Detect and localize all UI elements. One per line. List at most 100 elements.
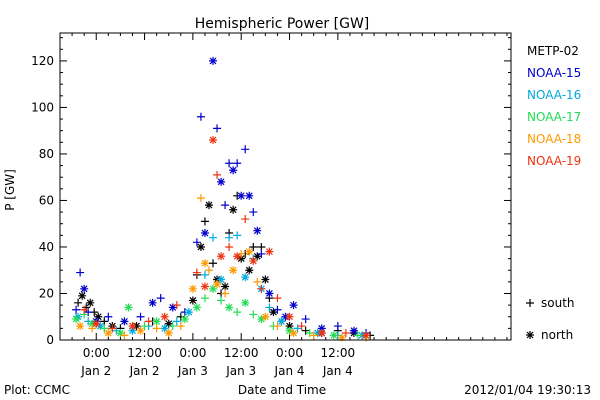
x-tick-time-label: 0:00 xyxy=(276,346,303,360)
north-point xyxy=(285,322,294,331)
south-point xyxy=(100,317,109,326)
south-point xyxy=(341,329,350,338)
x-tick-date-label: Jan 2 xyxy=(80,364,111,378)
south-point xyxy=(233,159,242,168)
legend-entry-noaa-19: NOAA-19 xyxy=(527,154,581,168)
north-point xyxy=(257,315,266,324)
north-point xyxy=(329,331,338,340)
north-point xyxy=(241,298,250,307)
legend: METP-02 NOAA-15 NOAA-16 NOAA-17 NOAA-18 NOAA-… xyxy=(527,44,581,168)
north-point xyxy=(249,256,258,265)
south-point xyxy=(221,201,230,210)
south-point xyxy=(353,331,362,340)
south-point xyxy=(156,294,165,303)
north-point xyxy=(253,252,262,261)
north-point xyxy=(213,275,222,284)
north-point xyxy=(128,322,137,331)
north-point xyxy=(269,308,278,317)
north-point xyxy=(281,312,290,321)
north-point xyxy=(241,273,250,282)
north-point xyxy=(313,329,322,338)
south-point xyxy=(249,208,258,217)
y-tick-label: 120 xyxy=(31,54,54,68)
south-point xyxy=(172,301,181,310)
north-point xyxy=(277,317,286,326)
north-point xyxy=(164,329,173,338)
south-point xyxy=(209,233,218,242)
north-point xyxy=(237,191,246,200)
south-point xyxy=(76,268,85,277)
series-metp-02 xyxy=(74,191,375,340)
north-point xyxy=(265,247,274,256)
north-point xyxy=(285,312,294,321)
north-point xyxy=(196,242,205,251)
marker-legend-label: north xyxy=(541,328,573,342)
south-point xyxy=(136,312,145,321)
south-point xyxy=(196,112,205,121)
south-point xyxy=(72,305,81,314)
north-point xyxy=(200,229,209,238)
y-tick-label: 20 xyxy=(39,286,54,300)
x-tick-date-label: Jan 3 xyxy=(177,364,208,378)
south-point xyxy=(233,231,242,240)
marker-legend: south north xyxy=(526,296,575,342)
south-point xyxy=(144,317,153,326)
north-point xyxy=(317,324,326,333)
south-point xyxy=(196,194,205,203)
south-point xyxy=(273,305,282,314)
south-point xyxy=(305,329,314,338)
plot-credit: Plot: CCMC xyxy=(4,383,70,397)
south-point xyxy=(273,294,282,303)
south-point xyxy=(140,322,149,331)
south-point xyxy=(257,249,266,258)
north-point xyxy=(188,296,197,305)
north-point xyxy=(245,247,254,256)
south-point xyxy=(176,312,185,321)
north-point xyxy=(180,315,189,324)
legend-entry-noaa-15: NOAA-15 xyxy=(527,66,581,80)
series-noaa-19 xyxy=(80,135,371,340)
north-point xyxy=(349,326,358,335)
north-point xyxy=(237,254,246,263)
south-point xyxy=(200,270,209,279)
data-points xyxy=(72,56,375,342)
x-tick-time-label: 12:00 xyxy=(224,346,259,360)
north-point xyxy=(188,284,197,293)
y-tick-label: 80 xyxy=(39,147,54,161)
south-point xyxy=(257,284,266,293)
south-point xyxy=(213,124,222,133)
north-point xyxy=(200,282,209,291)
x-tick-date-label: Jan 4 xyxy=(274,364,305,378)
north-point xyxy=(132,322,141,331)
north-point xyxy=(160,312,169,321)
marker-legend-symbol xyxy=(526,299,534,307)
x-tick-time-label: 12:00 xyxy=(127,346,162,360)
north-point xyxy=(337,333,346,342)
south-point xyxy=(225,233,234,242)
north-point xyxy=(317,329,326,338)
south-point xyxy=(225,242,234,251)
north-point xyxy=(168,303,177,312)
south-point xyxy=(152,324,161,333)
south-point xyxy=(112,326,121,335)
north-point xyxy=(128,326,137,335)
north-point xyxy=(104,329,113,338)
north-point xyxy=(261,312,270,321)
x-tick-time-label: 12:00 xyxy=(321,346,356,360)
south-point xyxy=(100,324,109,333)
south-point xyxy=(241,145,250,154)
x-tick-date-label: Jan 2 xyxy=(129,364,160,378)
north-point xyxy=(245,191,254,200)
north-point xyxy=(184,308,193,317)
north-point xyxy=(209,56,218,65)
marker-legend-symbol xyxy=(526,331,534,339)
north-point xyxy=(209,135,218,144)
north-point xyxy=(72,315,81,324)
north-point xyxy=(78,291,87,300)
y-tick-label: 40 xyxy=(39,240,54,254)
north-point xyxy=(233,252,242,261)
north-point xyxy=(124,303,133,312)
south-point xyxy=(192,238,201,247)
north-point xyxy=(96,322,105,331)
south-point xyxy=(209,259,218,268)
